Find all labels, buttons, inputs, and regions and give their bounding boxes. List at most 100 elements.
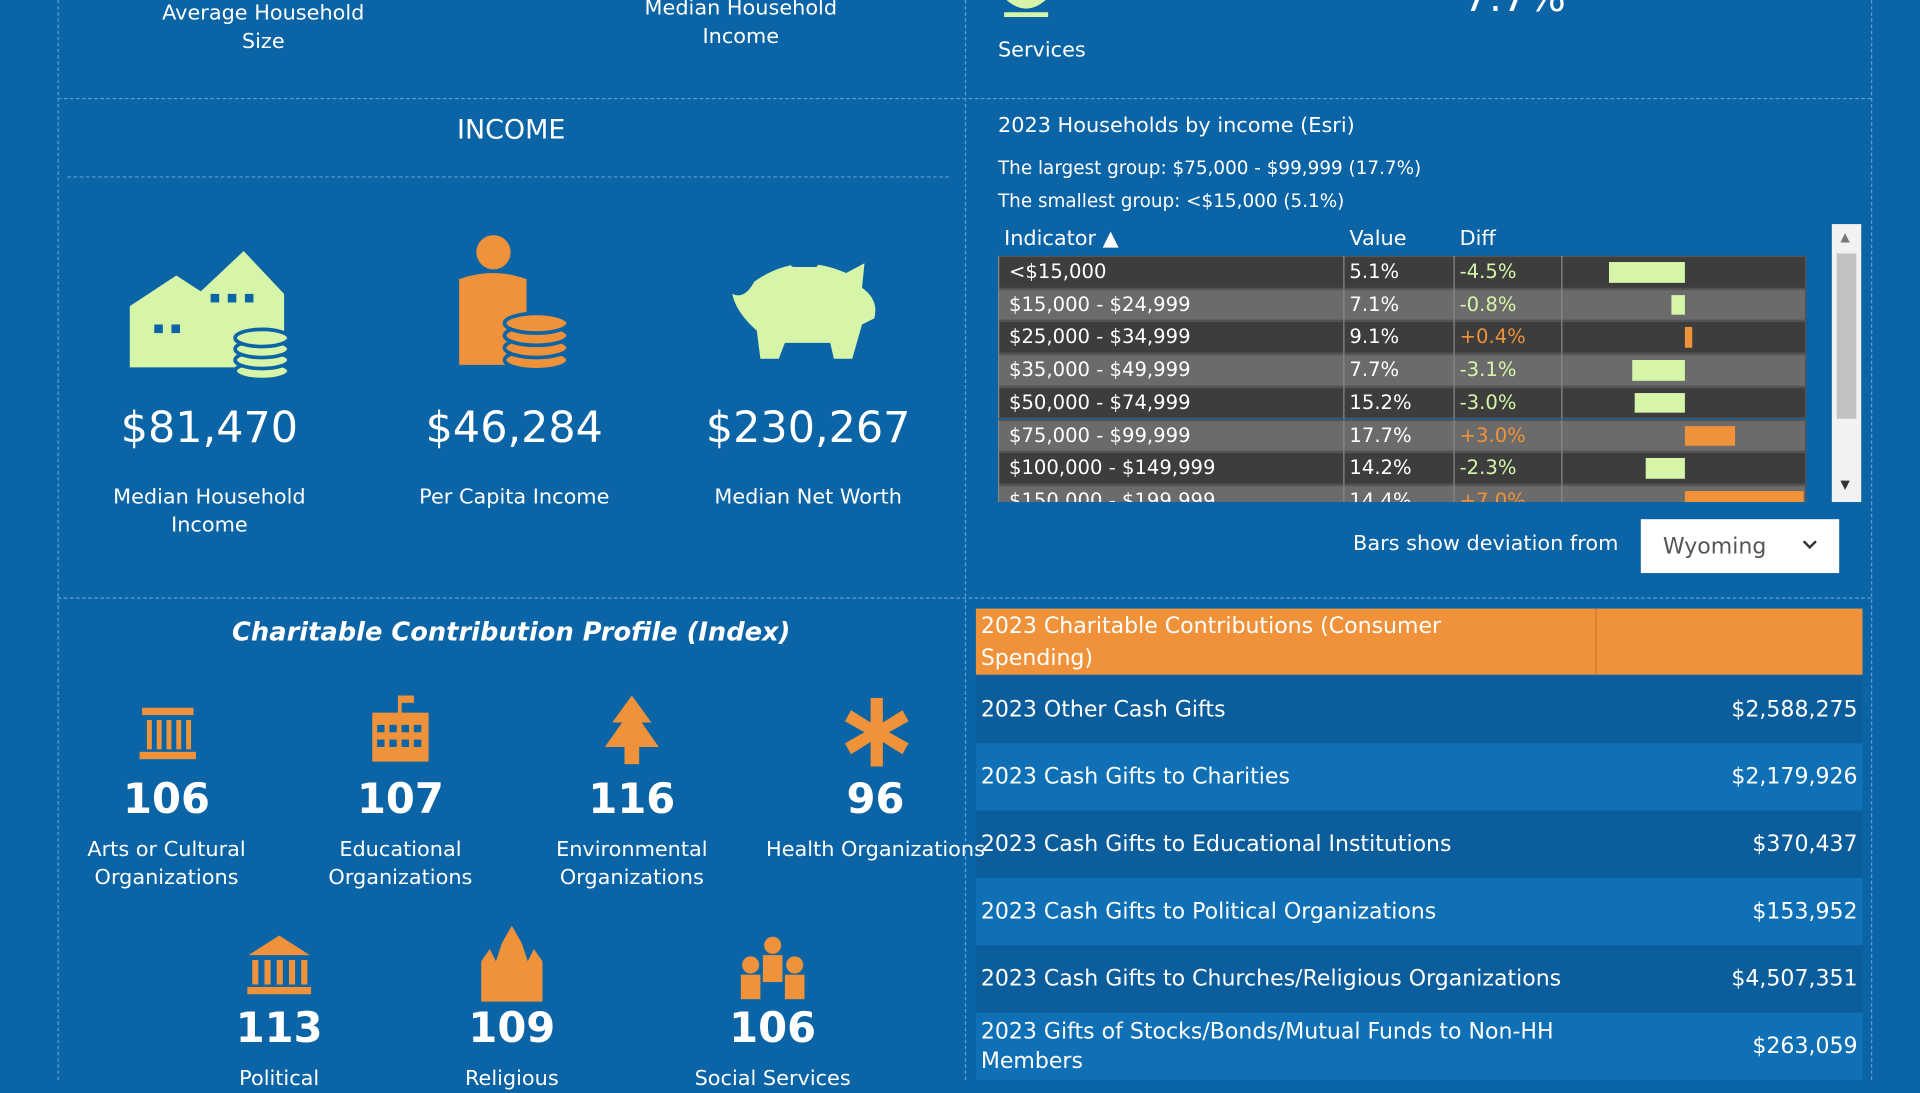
indicator: $75,000 - $99,999 <box>1008 423 1191 447</box>
divider <box>964 0 967 1080</box>
summary: The smallest group: <$15,000 (5.1%) <box>997 189 1345 212</box>
row-label: 2023 Cash Gifts to Charities <box>980 763 1290 790</box>
index-value: 113 <box>235 1004 323 1054</box>
section-title: INCOME <box>457 115 566 146</box>
stat-value: $46,284 <box>425 404 603 454</box>
row-label: 2023 Cash Gifts to Educational Instituti… <box>980 830 1452 857</box>
stat-label: Median Household Income <box>644 0 838 49</box>
cell-border <box>1343 255 1345 289</box>
cell-border <box>1561 321 1563 354</box>
cell-border <box>1453 484 1455 503</box>
row-label: 2023 Other Cash Gifts <box>980 696 1226 722</box>
value: 14.4% <box>1349 488 1412 503</box>
stat-label: Median Household Income <box>113 484 306 538</box>
index-value: 109 <box>468 1004 556 1054</box>
dropdown-value: Wyoming <box>1662 533 1767 559</box>
piggy-icon <box>732 260 876 359</box>
index-value: 106 <box>123 775 210 825</box>
cell-border <box>997 452 1000 485</box>
index-label: Health Organizations <box>766 837 985 863</box>
contribution-row: 2023 Gifts of Stocks/Bonds/Mutual Funds … <box>975 1012 1863 1080</box>
diff-bar <box>1684 425 1736 446</box>
contribution-row: 2023 Cash Gifts to Educational Instituti… <box>975 810 1863 878</box>
stat-value: 7.7% <box>1463 0 1566 21</box>
diff-bar <box>1684 490 1804 503</box>
diff: -3.1% <box>1459 357 1517 381</box>
row-bg <box>997 419 1807 453</box>
cell-border <box>1343 386 1345 420</box>
house-icon <box>129 251 291 382</box>
summary: The largest group: $75,000 - $99,999 (17… <box>997 156 1422 179</box>
index-value: 106 <box>729 1004 817 1054</box>
table-title: 2023 Households by income (Esri) <box>997 113 1355 139</box>
diff-bar <box>1632 360 1685 381</box>
diff: +7.0% <box>1459 488 1526 503</box>
column-header: Diff <box>1459 226 1496 252</box>
cell-border <box>997 321 1000 354</box>
cell-border <box>997 386 1000 420</box>
index-label: Environmental Organizations <box>556 837 708 891</box>
stat-value: $230,267 <box>705 404 911 454</box>
income-table: Indicator ▲ Value Diff <$15,000 5.1% -4.5% $15… <box>997 220 1831 503</box>
contribution-row: 2023 Other Cash Gifts $2,588,275 <box>975 675 1863 744</box>
index-value: 96 <box>846 775 905 825</box>
header-text: 2023 Charitable Contributions (Consumer … <box>980 613 1442 672</box>
cell-border <box>1561 484 1563 503</box>
divider <box>57 97 1872 100</box>
diff: +0.4% <box>1459 324 1526 349</box>
divider <box>67 176 949 178</box>
scrollbar[interactable]: ▲ ▼ <box>1831 224 1862 503</box>
index-label: Educational Organizations <box>328 837 473 891</box>
indicator: $15,000 - $24,999 <box>1008 292 1191 316</box>
table-header: 2023 Charitable Contributions (Consumer … <box>975 608 1863 675</box>
dropdown-label: Bars show deviation from <box>1353 531 1619 556</box>
cell-border <box>1453 255 1455 289</box>
diff: +3.0% <box>1459 423 1526 447</box>
cell-border <box>1561 288 1563 322</box>
diff-bar <box>1646 458 1685 479</box>
index-value: 116 <box>588 775 676 825</box>
value: 7.1% <box>1349 292 1400 316</box>
cell-border <box>1453 452 1455 485</box>
cell-border <box>1453 353 1455 387</box>
value: 14.2% <box>1349 455 1412 480</box>
value: 9.1% <box>1349 324 1400 349</box>
cell-border <box>1453 386 1455 420</box>
value: 17.7% <box>1349 423 1412 447</box>
index-label: Religious <box>465 1066 559 1092</box>
person-icon <box>459 235 570 372</box>
cell-border <box>1561 419 1563 453</box>
diff-bar <box>1634 392 1685 414</box>
cell-border <box>997 255 1000 289</box>
cell-border <box>1453 419 1455 453</box>
value: 7.7% <box>1349 357 1400 381</box>
stat-label: Per Capita Income <box>419 484 610 510</box>
cell-border <box>997 353 1000 387</box>
area-dropdown[interactable]: Wyoming <box>1640 519 1840 574</box>
row-value: $370,437 <box>1752 831 1858 858</box>
cell-border <box>1343 452 1345 485</box>
index-label: Political <box>239 1066 320 1092</box>
diff: -3.0% <box>1459 390 1517 414</box>
divider <box>1871 0 1873 1080</box>
row-value: $153,952 <box>1752 898 1858 925</box>
row-value: $263,059 <box>1752 1033 1858 1060</box>
cell-border <box>1453 321 1455 354</box>
chevron <box>1802 540 1817 550</box>
index-value: 107 <box>356 775 444 825</box>
indicator: $25,000 - $34,999 <box>1008 324 1191 349</box>
indicator: $35,000 - $49,999 <box>1008 357 1191 381</box>
divider <box>57 597 1872 599</box>
cell-border <box>1343 321 1345 354</box>
row-value: $2,179,926 <box>1731 764 1858 790</box>
column-header: Indicator ▲ <box>1004 226 1119 252</box>
stat-label: Services <box>997 37 1086 63</box>
cell-border <box>1343 484 1345 503</box>
value: 5.1% <box>1349 259 1400 283</box>
cell-border <box>1561 452 1563 485</box>
diff: -2.3% <box>1459 455 1517 480</box>
contribution-row: 2023 Cash Gifts to Churches/Religious Or… <box>975 945 1863 1013</box>
contribution-row: 2023 Cash Gifts to Charities $2,179,926 <box>975 743 1863 811</box>
